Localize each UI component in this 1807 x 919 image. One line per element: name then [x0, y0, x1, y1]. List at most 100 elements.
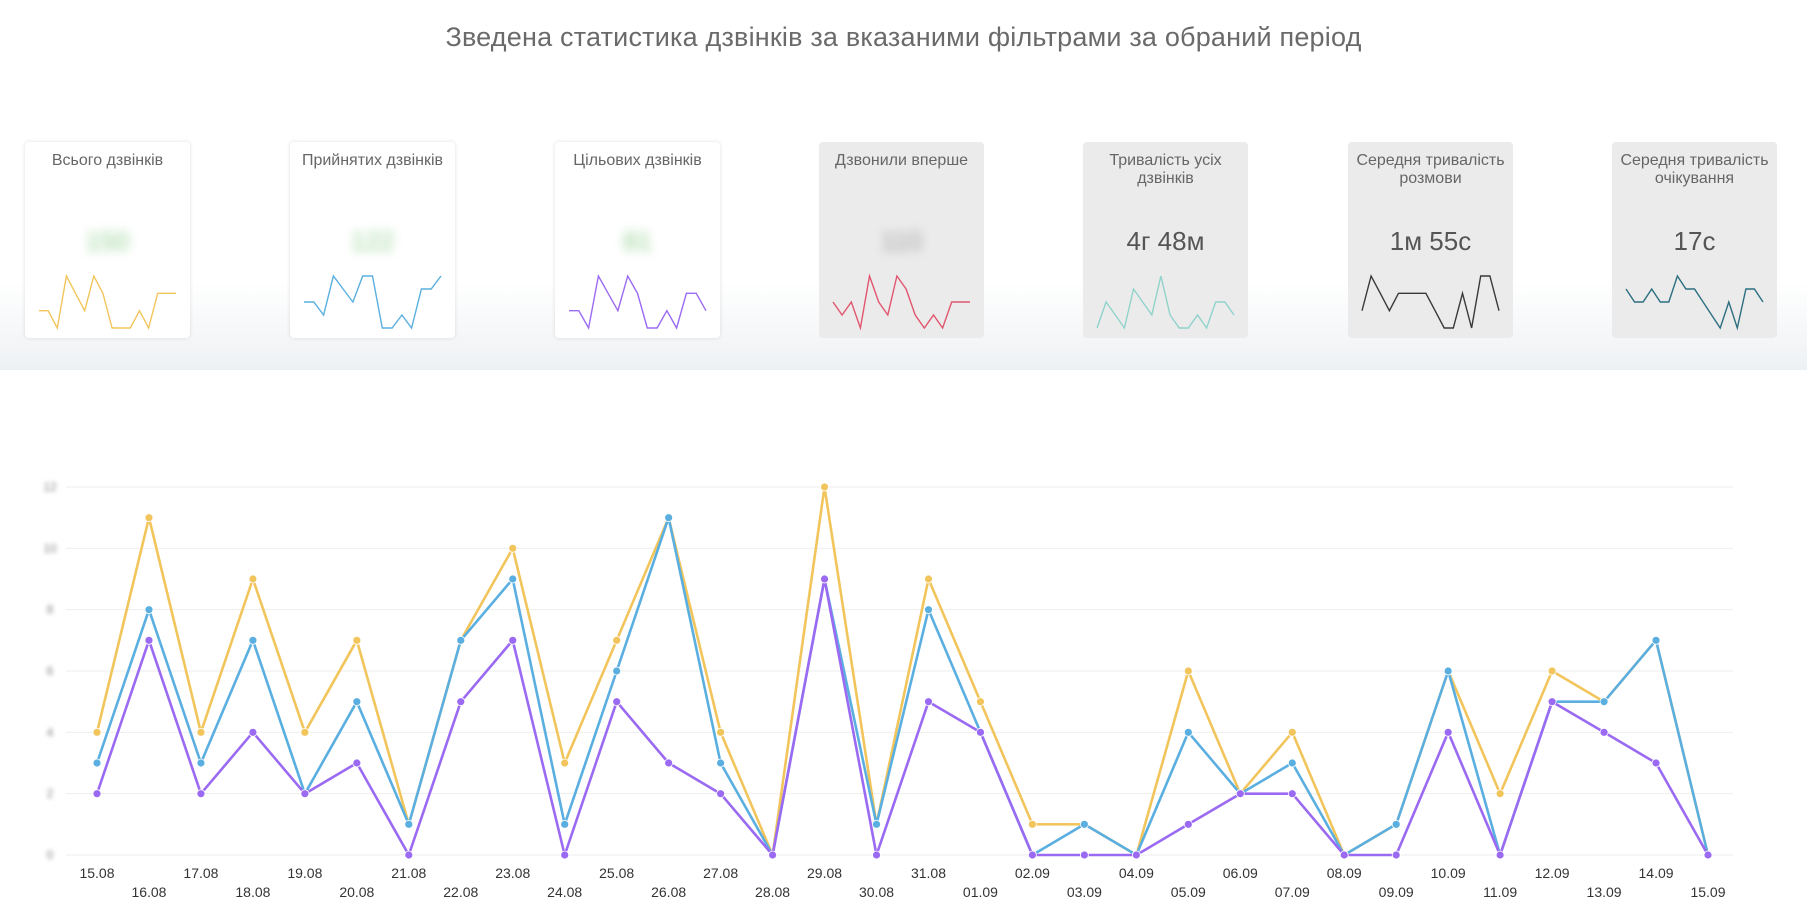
data-point: [92, 727, 102, 737]
data-point: [144, 635, 154, 645]
x-tick-label: 05.09: [1171, 884, 1206, 900]
data-point: [1183, 666, 1193, 676]
data-point: [664, 758, 674, 768]
data-point: [872, 850, 881, 860]
data-point: [456, 635, 466, 645]
data-point: [612, 635, 622, 645]
data-point: [196, 727, 206, 737]
data-point: [248, 635, 258, 645]
card-duration: Тривалість усіх дзвінків 4г 48м: [1083, 142, 1248, 338]
sparkline: [39, 273, 176, 331]
sparkline-path: [39, 273, 176, 331]
data-point: [1391, 850, 1401, 860]
card-title: Всього дзвінків: [51, 152, 164, 169]
data-point: [1651, 635, 1661, 645]
data-point: [1651, 758, 1661, 768]
x-tick-label: 31.08: [911, 865, 946, 881]
x-tick-label: 01.09: [963, 884, 998, 900]
x-tick-label: 13.09: [1587, 884, 1622, 900]
data-point: [560, 819, 570, 829]
x-tick-label: 17.08: [183, 865, 218, 881]
data-point: [456, 697, 466, 707]
card-value: 110: [880, 226, 923, 256]
x-tick-label: 22.08: [443, 884, 478, 900]
data-point: [1703, 850, 1713, 860]
data-point: [1599, 727, 1609, 737]
data-point: [1131, 850, 1141, 860]
data-point: [716, 789, 726, 799]
card-title: Середня тривалість очікування: [1620, 152, 1769, 187]
card-title: Дзвонили вперше: [834, 152, 969, 169]
x-tick-label: 28.08: [755, 884, 790, 900]
sparkline: [832, 273, 970, 331]
data-point: [1028, 819, 1037, 829]
card-value: 17с: [1673, 226, 1716, 256]
data-point: [1028, 850, 1037, 860]
data-point: [404, 819, 414, 829]
y-tick-label: 4: [47, 725, 54, 739]
x-tick-label: 29.08: [807, 865, 842, 881]
sparkline-path: [304, 274, 442, 330]
data-point: [716, 727, 726, 737]
data-point: [872, 819, 881, 829]
card-avg_wait: Середня тривалість очікування 17с: [1612, 142, 1777, 338]
card-value: 150: [85, 226, 130, 256]
card-first: Дзвонили вперше 110: [819, 142, 984, 338]
data-point: [820, 574, 829, 584]
x-tick-label: 07.09: [1275, 884, 1310, 900]
y-tick-label: 8: [47, 603, 54, 617]
data-point: [560, 758, 570, 768]
y-tick-label: 6: [47, 664, 54, 678]
data-point: [976, 727, 985, 737]
data-point: [612, 666, 622, 676]
data-point: [248, 574, 258, 584]
series-line-2: [95, 577, 1710, 857]
y-tick-label: 2: [47, 787, 54, 801]
data-point: [1443, 727, 1453, 737]
data-point: [664, 513, 674, 523]
y-tick-label: 10: [43, 541, 57, 555]
x-tick-label: 24.08: [547, 884, 582, 900]
card-value: 81: [623, 226, 652, 256]
sparkline: [569, 273, 707, 331]
data-point: [1183, 819, 1193, 829]
sparkline: [304, 274, 442, 330]
card-value: 4г 48м: [1126, 226, 1205, 256]
x-tick-label: 21.08: [391, 865, 426, 881]
sparkline: [1096, 275, 1235, 330]
data-point: [1495, 789, 1505, 799]
data-point: [1495, 850, 1505, 860]
series-line-1: [95, 516, 1710, 857]
card-avg_talk: Середня тривалість розмови 1м 55с: [1348, 142, 1513, 338]
data-point: [1287, 789, 1297, 799]
x-tick-label: 04.09: [1119, 865, 1154, 881]
data-point: [820, 482, 829, 492]
data-point: [248, 727, 258, 737]
x-tick-label: 02.09: [1015, 865, 1050, 881]
data-point: [976, 697, 985, 707]
data-point: [1547, 697, 1557, 707]
data-point: [1287, 758, 1297, 768]
sparkline: [1625, 274, 1764, 331]
sparkline-path: [1361, 274, 1500, 329]
data-point: [144, 605, 154, 615]
card-total: Всього дзвінків 150: [25, 142, 190, 338]
x-tick-label: 27.08: [703, 865, 738, 881]
x-tick-label: 30.08: [859, 884, 894, 900]
card-value: 1м 55с: [1389, 226, 1472, 256]
data-point: [768, 850, 777, 860]
sparkline-path: [1625, 274, 1764, 331]
data-point: [1391, 819, 1401, 829]
data-point: [196, 758, 206, 768]
data-point: [508, 574, 518, 584]
x-tick-label: 03.09: [1067, 884, 1102, 900]
data-point: [352, 758, 362, 768]
x-tick-label: 25.08: [599, 865, 634, 881]
data-point: [1547, 666, 1557, 676]
data-point: [352, 635, 362, 645]
y-tick-label: 12: [43, 480, 57, 494]
data-point: [144, 513, 154, 523]
data-point: [612, 697, 622, 707]
data-point: [1443, 666, 1453, 676]
x-tick-label: 08.09: [1327, 865, 1362, 881]
